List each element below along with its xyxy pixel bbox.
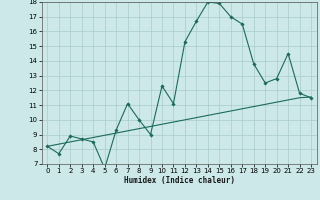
X-axis label: Humidex (Indice chaleur): Humidex (Indice chaleur) <box>124 176 235 185</box>
